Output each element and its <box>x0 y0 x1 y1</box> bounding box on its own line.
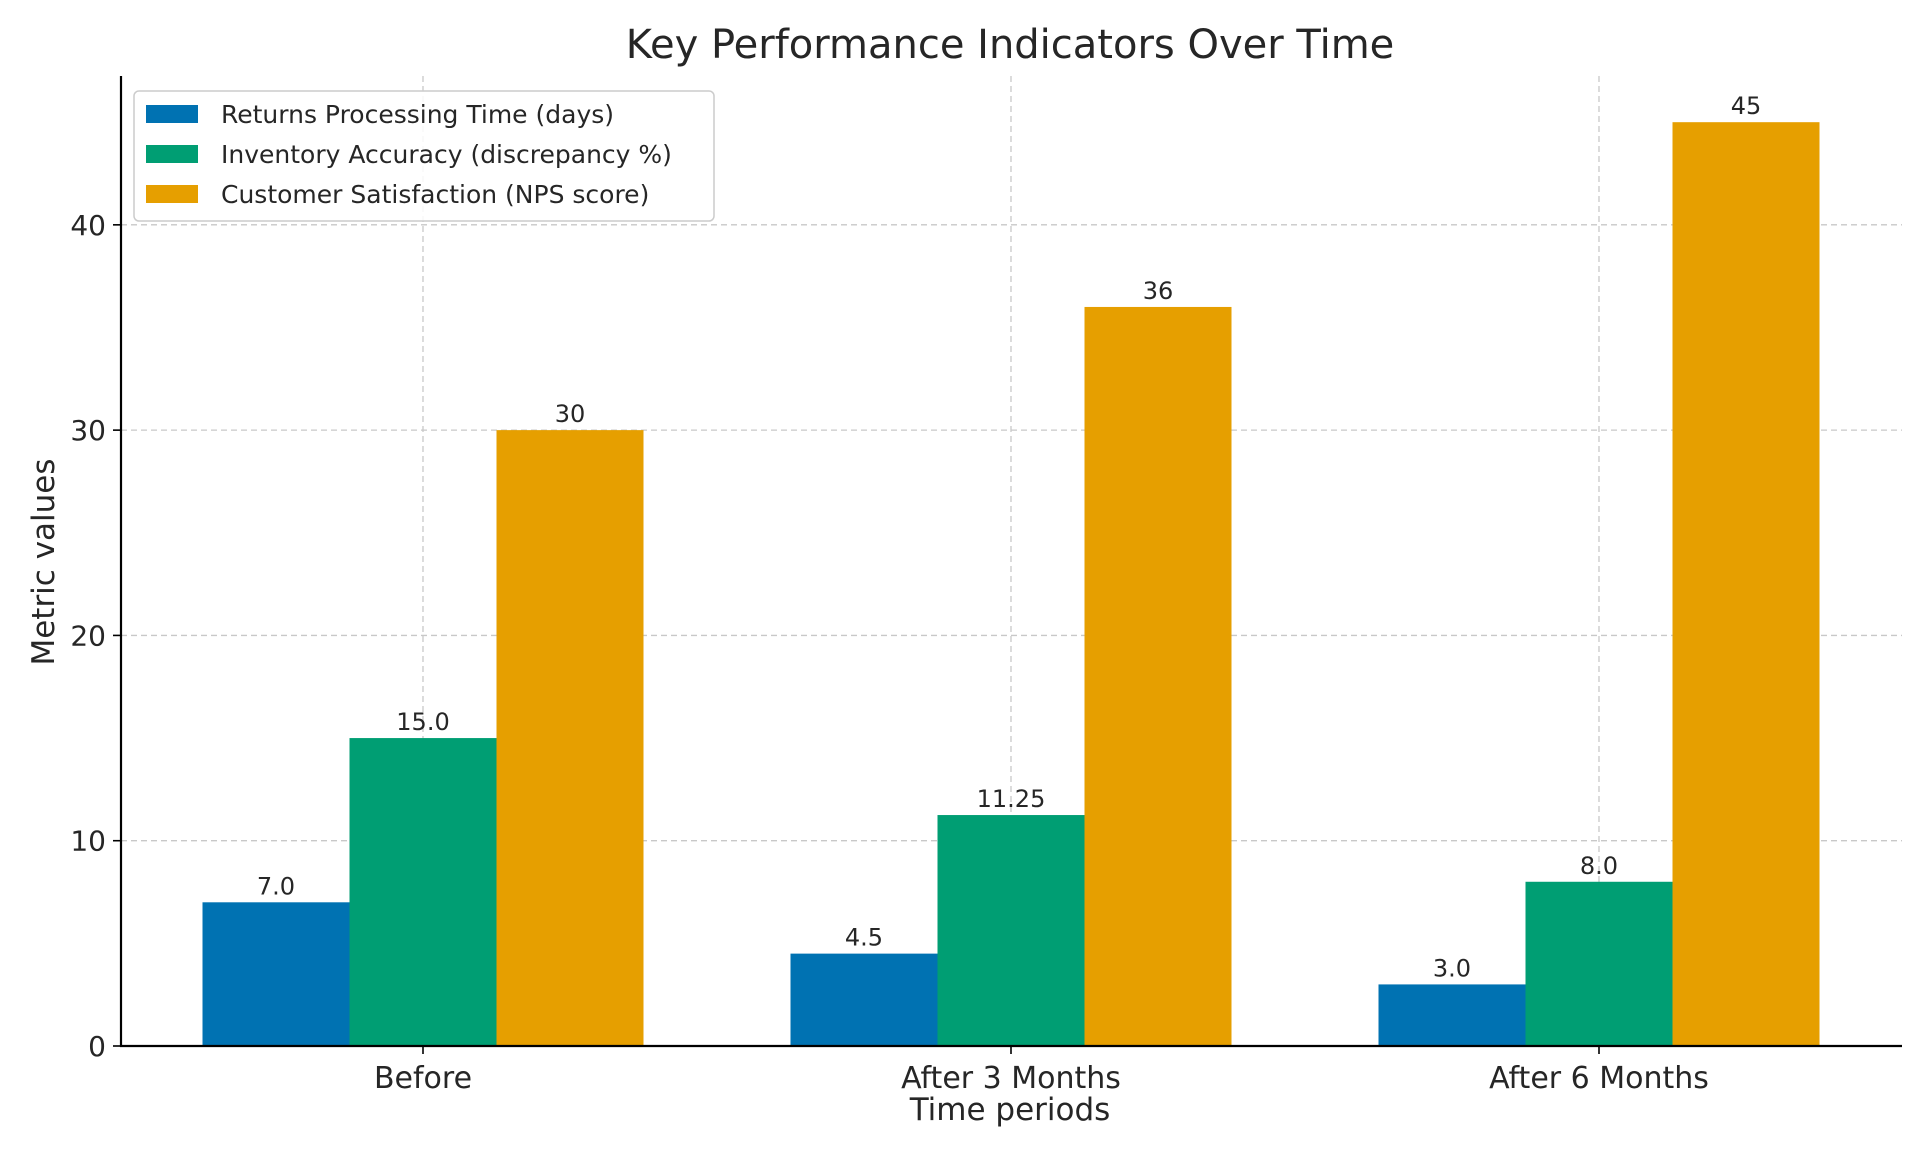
bar-labels: 7.0 4.5 3.0 15.0 11.25 8.0 30 36 45 <box>257 92 1761 982</box>
y-tick-label: 10 <box>70 825 106 858</box>
bar <box>1525 881 1673 1046</box>
bar-value-label: 4.5 <box>845 924 883 952</box>
legend-frame <box>133 90 715 222</box>
bar <box>790 953 938 1046</box>
bar-value-label: 36 <box>1143 277 1174 305</box>
bar <box>1378 984 1526 1046</box>
legend-swatch <box>146 145 198 163</box>
legend-entry-label: Returns Processing Time (days) <box>221 100 614 129</box>
y-axis-ticks: 0 10 20 30 40 <box>70 209 121 1063</box>
bar-value-label: 8.0 <box>1580 852 1618 880</box>
x-axis-ticks: Before After 3 Months After 6 Months <box>374 1046 1709 1096</box>
chart-title: Key Performance Indicators Over Time <box>626 22 1395 68</box>
bar-value-label: 30 <box>555 400 586 428</box>
x-tick-label: Before <box>374 1061 472 1096</box>
legend-swatch <box>146 105 198 123</box>
bar-value-label: 3.0 <box>1433 954 1471 982</box>
bar-value-label: 7.0 <box>257 872 295 900</box>
bars <box>202 122 1820 1047</box>
y-tick-label: 40 <box>70 209 106 242</box>
grid <box>121 76 1902 1046</box>
x-tick-label: After 6 Months <box>1489 1061 1709 1096</box>
y-tick-label: 0 <box>88 1030 106 1063</box>
legend-entry-label: Customer Satisfaction (NPS score) <box>221 180 649 209</box>
y-axis-label: Metric values <box>26 458 62 665</box>
legend-entry-label: Inventory Accuracy (discrepancy %) <box>221 140 672 169</box>
legend-swatch <box>146 185 198 203</box>
bar <box>496 430 644 1047</box>
bar-value-label: 15.0 <box>396 708 449 736</box>
x-axis-label: Time periods <box>909 1092 1111 1128</box>
bar-value-label: 45 <box>1731 92 1762 120</box>
bar <box>202 902 350 1046</box>
y-tick-label: 30 <box>70 414 106 447</box>
x-tick-label: After 3 Months <box>901 1061 1121 1096</box>
bar <box>349 738 497 1046</box>
bar <box>937 815 1085 1046</box>
y-tick-label: 20 <box>70 619 106 652</box>
bar <box>1672 122 1820 1046</box>
bar <box>1084 306 1232 1046</box>
legend: Returns Processing Time (days) Inventory … <box>133 90 715 222</box>
bar-value-label: 11.25 <box>977 785 1046 813</box>
